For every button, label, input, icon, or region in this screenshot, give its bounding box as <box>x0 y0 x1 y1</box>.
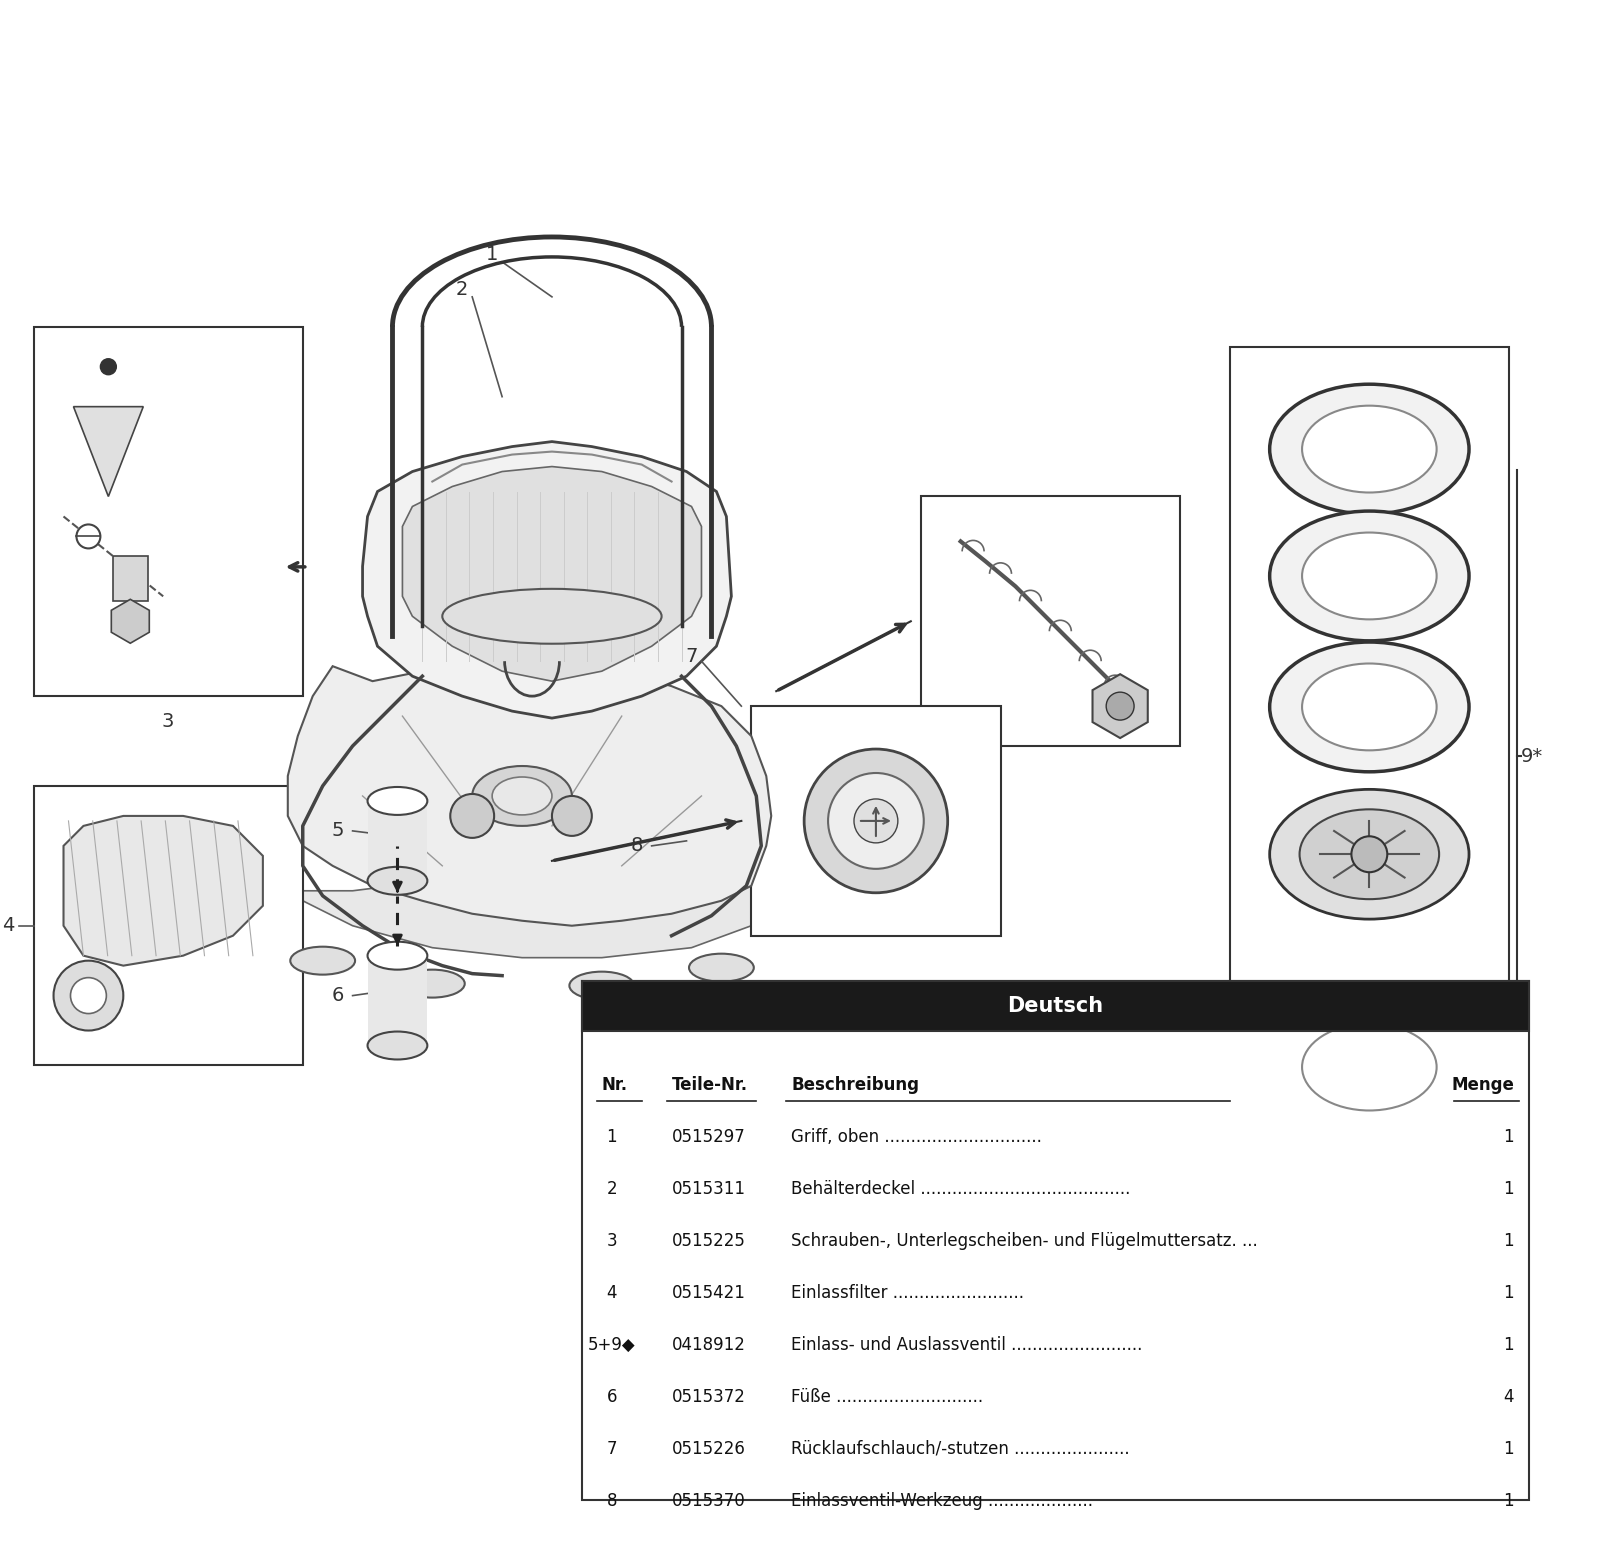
Ellipse shape <box>290 946 355 974</box>
Polygon shape <box>368 801 427 881</box>
Circle shape <box>53 960 123 1031</box>
Text: 4: 4 <box>1504 1388 1514 1405</box>
Ellipse shape <box>1270 512 1469 642</box>
Text: 9*: 9* <box>1522 747 1542 765</box>
Bar <box>752 707 1000 935</box>
Text: 1: 1 <box>1504 1336 1514 1354</box>
Bar <box>1230 346 1509 1166</box>
Ellipse shape <box>368 867 427 895</box>
Text: 1: 1 <box>1504 1285 1514 1302</box>
Ellipse shape <box>368 787 427 815</box>
Text: Beschreibung: Beschreibung <box>790 1076 918 1095</box>
Text: 2: 2 <box>456 280 469 300</box>
Text: 0515421: 0515421 <box>672 1285 746 1302</box>
Circle shape <box>77 524 101 549</box>
Text: 8: 8 <box>630 836 643 855</box>
Text: 4: 4 <box>3 917 14 935</box>
Polygon shape <box>403 467 701 682</box>
Text: Einlass- und Auslassventil .........................: Einlass- und Auslassventil .............… <box>790 1336 1142 1354</box>
Text: Rücklaufschlauch/-stutzen ......................: Rücklaufschlauch/-stutzen ..............… <box>790 1439 1130 1458</box>
Ellipse shape <box>570 971 634 1000</box>
Text: Einlassventil-Werkzeug ....................: Einlassventil-Werkzeug .................… <box>790 1492 1093 1510</box>
Text: 1: 1 <box>1504 1492 1514 1510</box>
Text: Menge: Menge <box>1451 1076 1514 1095</box>
Circle shape <box>450 795 494 838</box>
Text: 3: 3 <box>606 1232 618 1251</box>
Text: 0515226: 0515226 <box>672 1439 746 1458</box>
Ellipse shape <box>472 765 571 826</box>
Ellipse shape <box>442 589 662 643</box>
Circle shape <box>101 359 117 374</box>
Text: Füße ............................: Füße ............................ <box>790 1388 984 1405</box>
Text: 4: 4 <box>606 1285 618 1302</box>
Text: 1: 1 <box>486 246 498 264</box>
Text: 8: 8 <box>606 1492 618 1510</box>
Circle shape <box>552 796 592 836</box>
Ellipse shape <box>1270 385 1469 513</box>
Bar <box>582 980 1530 1031</box>
Ellipse shape <box>1270 790 1469 920</box>
Ellipse shape <box>1299 810 1438 900</box>
Bar <box>582 980 1530 1500</box>
Ellipse shape <box>368 942 427 969</box>
Text: Schrauben-, Unterlegscheiben- und Flügelmuttersatz. ...: Schrauben-, Unterlegscheiben- und Flügel… <box>790 1232 1258 1251</box>
Ellipse shape <box>368 1031 427 1059</box>
Text: 1: 1 <box>606 1129 618 1146</box>
Text: Behälterdeckel ........................................: Behälterdeckel .........................… <box>790 1180 1131 1198</box>
Ellipse shape <box>1270 1002 1469 1132</box>
Polygon shape <box>64 816 262 966</box>
Text: 6: 6 <box>606 1388 618 1405</box>
Text: 0418912: 0418912 <box>672 1336 746 1354</box>
Text: Teile-Nr.: Teile-Nr. <box>672 1076 747 1095</box>
Text: Deutsch: Deutsch <box>1008 996 1104 1016</box>
Text: 1: 1 <box>1504 1129 1514 1146</box>
Text: 0515370: 0515370 <box>672 1492 746 1510</box>
Ellipse shape <box>1302 405 1437 493</box>
Circle shape <box>1106 693 1134 720</box>
Ellipse shape <box>400 969 464 997</box>
Text: 1: 1 <box>1504 1439 1514 1458</box>
Text: 0515225: 0515225 <box>672 1232 746 1251</box>
Text: 7: 7 <box>685 646 698 666</box>
Ellipse shape <box>1302 1023 1437 1110</box>
Ellipse shape <box>690 954 754 982</box>
Text: 1: 1 <box>1504 1180 1514 1198</box>
Ellipse shape <box>1302 532 1437 620</box>
Circle shape <box>805 750 947 892</box>
Polygon shape <box>368 955 427 1045</box>
Text: Einlassfilter .........................: Einlassfilter ......................... <box>790 1285 1024 1302</box>
Polygon shape <box>74 407 144 496</box>
Text: Griff, oben ..............................: Griff, oben ............................… <box>790 1129 1042 1146</box>
Polygon shape <box>288 816 771 957</box>
Circle shape <box>70 977 106 1014</box>
Bar <box>920 496 1179 747</box>
Text: 0515297: 0515297 <box>672 1129 746 1146</box>
Text: 6: 6 <box>331 986 344 1005</box>
Ellipse shape <box>493 778 552 815</box>
Circle shape <box>829 773 923 869</box>
Text: 0515311: 0515311 <box>672 1180 746 1198</box>
Ellipse shape <box>1270 642 1469 771</box>
Circle shape <box>1352 836 1387 872</box>
Text: 1: 1 <box>1504 1232 1514 1251</box>
Text: 5+9◆: 5+9◆ <box>587 1336 635 1354</box>
Text: 5: 5 <box>331 821 344 841</box>
Text: 0515372: 0515372 <box>672 1388 746 1405</box>
Bar <box>114 557 149 601</box>
Text: 2: 2 <box>606 1180 618 1198</box>
Polygon shape <box>363 442 731 717</box>
Circle shape <box>854 799 898 843</box>
Bar <box>34 326 302 696</box>
Polygon shape <box>288 656 771 926</box>
Ellipse shape <box>1302 663 1437 750</box>
Bar <box>34 785 302 1065</box>
Text: 7: 7 <box>606 1439 618 1458</box>
Text: 3: 3 <box>162 711 174 731</box>
Text: Nr.: Nr. <box>602 1076 627 1095</box>
